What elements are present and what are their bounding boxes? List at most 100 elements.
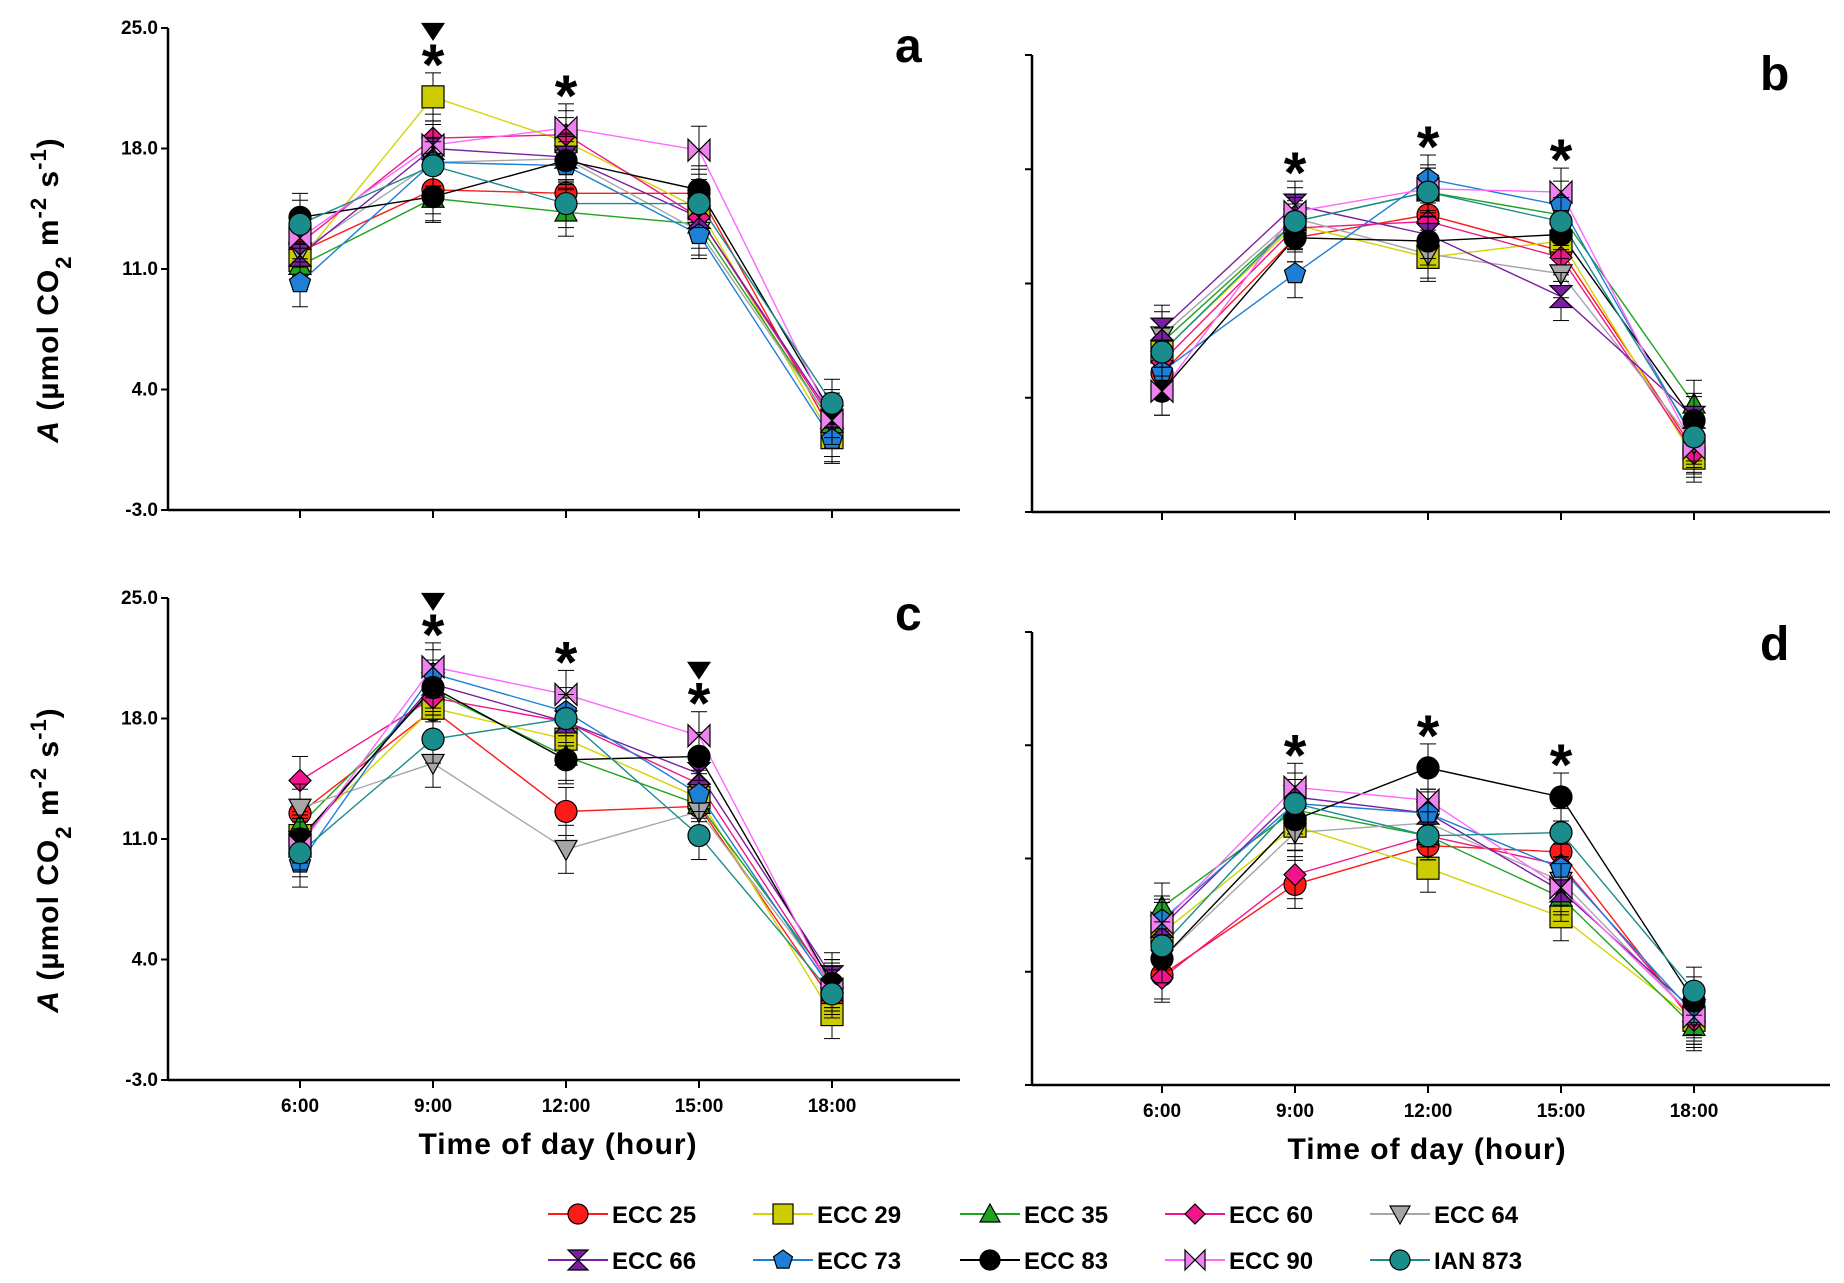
legend-item-ecc-90: ECC 90 bbox=[1165, 1248, 1313, 1275]
data-point bbox=[1150, 340, 1174, 364]
series-points-ecc-90 bbox=[1150, 762, 1706, 1042]
data-point bbox=[1548, 284, 1574, 309]
legend-marker bbox=[1184, 1248, 1206, 1272]
data-point bbox=[288, 841, 312, 865]
panel-letter: d bbox=[1760, 618, 1789, 671]
x-tick-label: 18:00 bbox=[1670, 1101, 1719, 1122]
legend: ECC 25 ECC 29 ECC 35 ECC 60 ECC 64 ECC 66 ECC … bbox=[548, 1202, 1522, 1275]
data-point bbox=[1416, 180, 1440, 204]
legend-label: ECC 90 bbox=[1229, 1248, 1313, 1275]
data-point bbox=[1549, 821, 1573, 845]
y-tick-label: -3.0 bbox=[125, 500, 158, 521]
significance-triangle bbox=[421, 22, 445, 41]
legend-label: ECC 35 bbox=[1024, 1202, 1108, 1229]
data-point bbox=[687, 137, 711, 163]
data-point bbox=[421, 154, 445, 178]
panel-letter: c bbox=[895, 588, 922, 641]
legend-label: ECC 83 bbox=[1024, 1248, 1108, 1275]
x-tick-label: 12:00 bbox=[542, 1096, 591, 1117]
data-point bbox=[421, 727, 445, 751]
legend-label: ECC 66 bbox=[612, 1248, 696, 1275]
data-point bbox=[687, 191, 711, 216]
significance-asterisk: * bbox=[1417, 704, 1440, 769]
y-tick-label: 11.0 bbox=[122, 829, 158, 850]
y-axis-title-text: A (µmol CO2 m-2 s-1) bbox=[26, 707, 76, 1013]
legend-label: ECC 64 bbox=[1434, 1202, 1519, 1229]
significance-triangle bbox=[687, 661, 711, 680]
panels: -3.0 4.0 11.0 18.0 25.0 a * * b * * * -3.0 4.0 11.0 18.… bbox=[121, 18, 1830, 1122]
data-point bbox=[1150, 934, 1174, 958]
x-axis-title-right: Time of day (hour) bbox=[1287, 1133, 1566, 1166]
data-point bbox=[554, 706, 578, 731]
data-point bbox=[554, 115, 578, 141]
legend-marker bbox=[1184, 1203, 1206, 1225]
legend-item-ian-873: IAN 873 bbox=[1370, 1248, 1522, 1275]
data-point bbox=[553, 839, 579, 862]
legend-marker bbox=[978, 1202, 1002, 1223]
data-point bbox=[1283, 261, 1307, 284]
x-tick-label: 12:00 bbox=[1404, 1101, 1453, 1122]
significance-asterisk: * bbox=[688, 672, 711, 737]
legend-marker bbox=[566, 1249, 590, 1271]
data-point bbox=[1283, 791, 1307, 816]
data-point bbox=[1416, 856, 1440, 880]
y-tick-label: 4.0 bbox=[132, 380, 158, 401]
data-point bbox=[421, 85, 445, 109]
data-point bbox=[1416, 824, 1440, 848]
data-point bbox=[1549, 785, 1573, 809]
data-point bbox=[1682, 425, 1706, 449]
data-point bbox=[820, 391, 844, 415]
data-point bbox=[1416, 229, 1440, 253]
y-axis-title-top: A (µmol CO2 m-2 s-1) bbox=[26, 137, 76, 443]
legend-marker bbox=[567, 1203, 589, 1225]
legend-item-ecc-29: ECC 29 bbox=[753, 1202, 901, 1229]
panel-letter: b bbox=[1760, 48, 1789, 101]
data-point bbox=[1283, 862, 1307, 887]
data-point bbox=[687, 723, 711, 749]
significance-asterisk: * bbox=[1550, 733, 1573, 798]
y-tick-label: 25.0 bbox=[121, 588, 158, 609]
data-point bbox=[687, 823, 711, 848]
data-point bbox=[1682, 979, 1706, 1003]
data-point bbox=[687, 782, 711, 804]
y-tick-label: 18.0 bbox=[121, 709, 158, 730]
legend-label: ECC 29 bbox=[817, 1202, 901, 1229]
legend-item-ecc-35: ECC 35 bbox=[960, 1202, 1108, 1229]
x-tick-label: 6:00 bbox=[1143, 1101, 1181, 1122]
legend-marker bbox=[1389, 1249, 1411, 1271]
data-point bbox=[1283, 209, 1307, 234]
data-point bbox=[1549, 875, 1573, 901]
legend-item-ecc-64: ECC 64 bbox=[1370, 1202, 1519, 1229]
significance-asterisk: * bbox=[422, 603, 445, 668]
significance-asterisk: * bbox=[1284, 723, 1307, 788]
y-axis-title-text: A (µmol CO2 m-2 s-1) bbox=[26, 137, 76, 443]
legend-item-ecc-73: ECC 73 bbox=[753, 1248, 901, 1275]
x-tick-label: 18:00 bbox=[808, 1096, 857, 1117]
data-point bbox=[421, 654, 445, 680]
legend-item-ecc-83: ECC 83 bbox=[960, 1248, 1108, 1275]
legend-label: ECC 25 bbox=[612, 1202, 696, 1229]
y-tick-label: 25.0 bbox=[121, 18, 158, 39]
x-tick-label: 6:00 bbox=[281, 1096, 319, 1117]
panel-a: -3.0 4.0 11.0 18.0 25.0 a * * bbox=[121, 18, 960, 521]
legend-label: IAN 873 bbox=[1434, 1248, 1522, 1275]
data-point bbox=[554, 148, 578, 173]
panel-letter: a bbox=[895, 20, 922, 73]
data-point bbox=[287, 798, 313, 821]
significance-asterisk: * bbox=[1417, 115, 1440, 180]
y-tick-label: 4.0 bbox=[132, 950, 158, 971]
data-point bbox=[554, 191, 578, 216]
legend-marker bbox=[772, 1203, 794, 1225]
series-points-ian-873 bbox=[288, 141, 844, 428]
legend-label: ECC 60 bbox=[1229, 1202, 1313, 1229]
data-point bbox=[1150, 378, 1174, 404]
series-points-ian-873 bbox=[288, 694, 844, 1019]
legend-label: ECC 73 bbox=[817, 1248, 901, 1275]
panel-c: -3.0 4.0 11.0 18.0 25.0 6:00 9:00 12:00 15:00 18:… bbox=[121, 588, 960, 1117]
y-tick-label: 18.0 bbox=[121, 139, 158, 160]
legend-marker bbox=[979, 1249, 1001, 1271]
y-axis-title-bottom: A (µmol CO2 m-2 s-1) bbox=[26, 707, 76, 1013]
significance-asterisk: * bbox=[555, 630, 578, 695]
x-tick-label: 15:00 bbox=[675, 1096, 724, 1117]
data-point bbox=[288, 212, 312, 236]
